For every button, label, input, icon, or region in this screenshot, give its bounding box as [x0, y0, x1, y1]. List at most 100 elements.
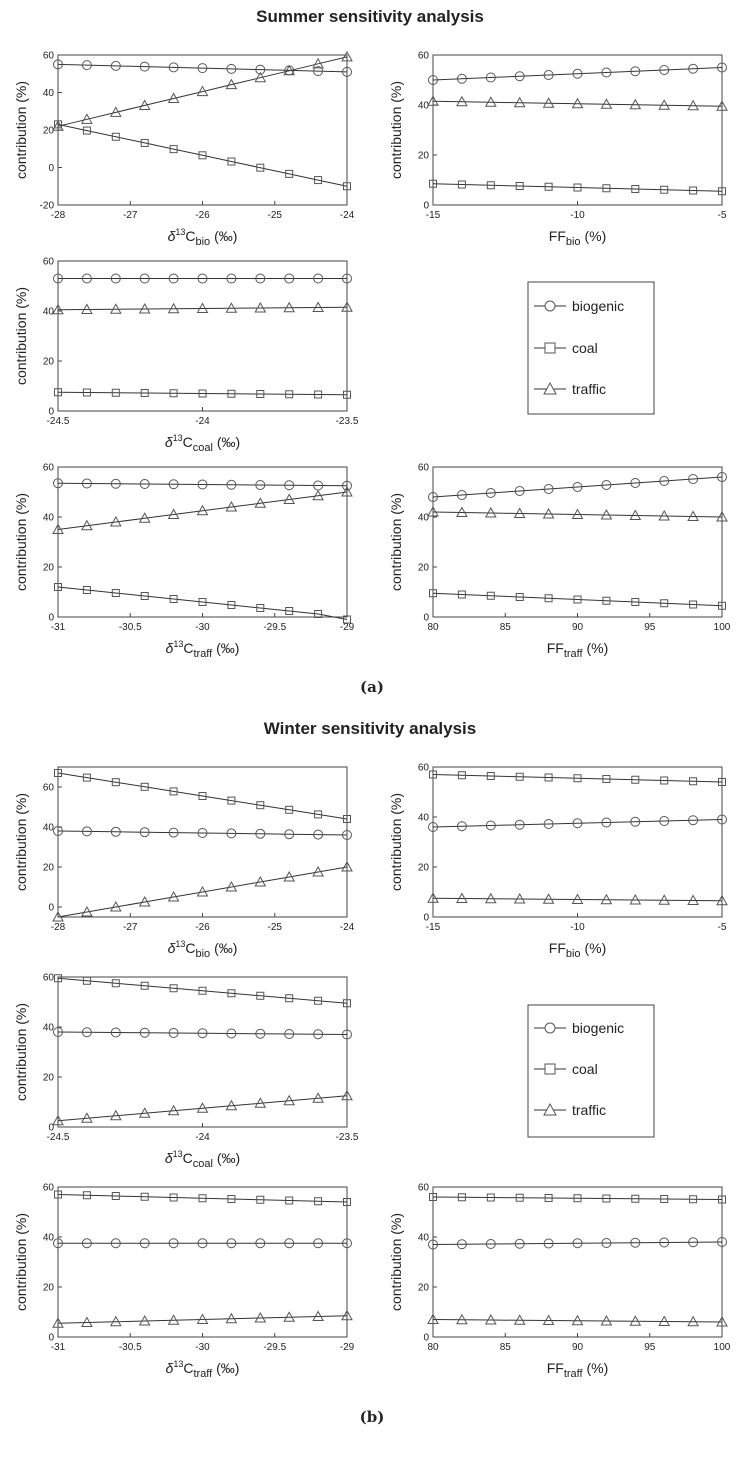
data-point-traffic — [427, 1313, 439, 1324]
data-point-coal — [689, 186, 698, 195]
data-point-traffic — [109, 900, 122, 912]
data-point-biogenic — [485, 820, 496, 831]
legend-summer: biogenic coal traffic — [527, 281, 655, 415]
data-point-traffic — [167, 302, 180, 314]
data-point-traffic — [312, 489, 324, 501]
y-tick-label: 40 — [43, 823, 55, 834]
data-point-traffic — [687, 99, 699, 111]
series-line-coal — [57, 772, 348, 820]
data-point-coal — [198, 389, 207, 398]
y-tick-label: 20 — [43, 863, 55, 874]
series-line-traffic — [432, 100, 723, 107]
data-point-coal — [54, 1190, 62, 1199]
data-point-traffic — [109, 303, 122, 314]
x-axis-label-part: C — [183, 640, 193, 656]
y-tick-label: 60 — [418, 763, 430, 774]
data-point-biogenic — [485, 1239, 496, 1249]
data-point-coal — [111, 132, 120, 141]
data-point-traffic — [687, 510, 699, 521]
data-point-biogenic — [688, 815, 699, 826]
x-axis-label: δ13Ccoal (‰) — [165, 1149, 240, 1170]
data-point-traffic — [283, 64, 296, 76]
data-point-traffic — [254, 301, 267, 313]
data-point-traffic — [427, 95, 439, 106]
data-point-traffic — [283, 870, 296, 882]
data-point-traffic — [542, 97, 555, 108]
data-point-traffic — [542, 893, 555, 904]
y-tick-label: 0 — [48, 407, 54, 418]
data-point-biogenic — [313, 66, 324, 77]
data-point-biogenic — [168, 62, 179, 73]
data-point-biogenic — [543, 819, 554, 829]
data-point-biogenic — [53, 59, 63, 70]
series-traffic — [427, 1313, 728, 1327]
data-point-traffic — [138, 99, 151, 110]
data-point-traffic — [629, 893, 642, 905]
y-axis-label: contribution (%) — [13, 81, 29, 179]
x-tick-label: 100 — [714, 622, 731, 633]
data-point-traffic — [312, 865, 324, 877]
data-point-traffic — [629, 509, 642, 520]
series-biogenic — [53, 273, 352, 284]
data-point-traffic — [225, 78, 238, 90]
chart-panel-winter-middle-left: 0 20 40 60 -24.5 -24 -23.5 contribution (%) δ13C… — [13, 973, 359, 1171]
data-point-coal — [82, 388, 91, 397]
data-point-biogenic — [342, 1029, 352, 1040]
x-tick-label: -23.5 — [336, 416, 359, 427]
y-tick-label: 20 — [43, 126, 55, 137]
data-point-biogenic — [81, 1238, 92, 1249]
data-point-coal — [457, 1193, 466, 1202]
data-point-traffic — [658, 894, 671, 905]
chart-panel-winter-bottom-left: 0 20 40 60 -31 -30.5 -30 -29.5 -29 contribution (… — [13, 1183, 355, 1381]
y-tick-label: 40 — [43, 1023, 55, 1034]
data-point-biogenic — [572, 818, 583, 829]
data-point-biogenic — [255, 64, 266, 75]
data-point-biogenic — [226, 1028, 237, 1039]
data-point-traffic — [81, 303, 93, 314]
data-point-coal — [227, 1195, 236, 1203]
data-point-biogenic — [572, 482, 583, 492]
chart-panel-summer-top-right: 0 20 40 60 -15 -10 -5 contribution (%) FFbio (%) — [388, 51, 728, 248]
data-point-biogenic — [456, 1239, 467, 1250]
legend-square-marker — [544, 1063, 556, 1075]
legend-entry-traffic: traffic — [534, 381, 606, 397]
series-line-traffic — [57, 866, 348, 918]
series-coal — [54, 388, 351, 399]
data-point-biogenic — [428, 492, 438, 502]
legend-entry-biogenic: biogenic — [534, 298, 624, 314]
panel-label-a: (a) — [360, 678, 384, 696]
y-axis-label: contribution (%) — [388, 1213, 404, 1311]
x-axis-label-part: δ — [165, 434, 173, 450]
series-line-traffic — [57, 1315, 348, 1324]
data-point-coal — [486, 1193, 495, 1202]
legend-triangle-marker — [543, 1102, 557, 1116]
data-point-biogenic — [456, 73, 467, 84]
y-tick-label: 40 — [418, 101, 430, 112]
data-point-biogenic — [255, 480, 266, 490]
data-point-biogenic — [514, 819, 525, 830]
series-line-coal — [432, 1196, 723, 1200]
y-tick-label: 20 — [418, 563, 430, 574]
data-point-traffic — [484, 96, 497, 107]
data-point-coal — [718, 187, 726, 196]
data-point-coal — [544, 182, 553, 191]
y-tick-label: 40 — [418, 513, 430, 524]
legend-label-biogenic: biogenic — [572, 1020, 624, 1036]
legend-triangle-marker — [543, 381, 557, 395]
data-point-traffic — [513, 507, 526, 518]
series-line-coal — [432, 774, 723, 783]
data-point-coal — [660, 185, 669, 194]
data-point-biogenic — [688, 474, 699, 484]
x-axis-label-part: bio — [566, 236, 581, 248]
series-biogenic — [53, 1238, 352, 1249]
data-point-coal — [544, 773, 553, 782]
x-tick-label: -24 — [340, 922, 355, 933]
y-tick-label: 20 — [43, 1073, 55, 1084]
data-point-coal — [82, 976, 91, 985]
y-axis-label: contribution (%) — [388, 793, 404, 891]
plot-area-frame — [432, 1186, 723, 1338]
data-point-traffic — [283, 301, 296, 313]
data-point-coal — [111, 979, 120, 988]
y-tick-label: 0 — [48, 903, 54, 914]
